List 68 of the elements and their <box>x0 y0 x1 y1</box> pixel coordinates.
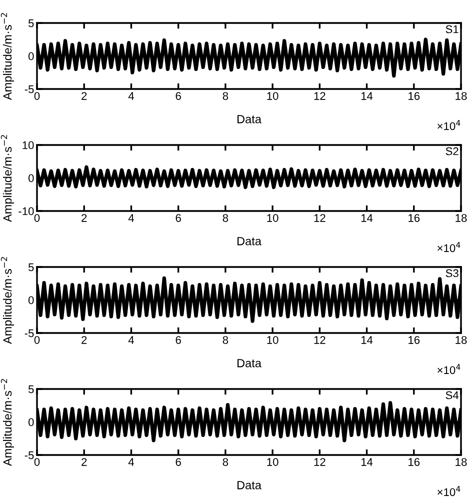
annotation: S2 <box>446 147 458 156</box>
y-axis-title: Amplitude/m·s$^{−2}$ <box>0 135 14 222</box>
x-tick-label: 16 <box>408 458 420 466</box>
y-tick-label: 10 <box>22 141 34 150</box>
x-tick-label: 4 <box>128 458 134 466</box>
x-axis-title: Data <box>238 237 262 246</box>
x-tick-label: 10 <box>267 458 278 466</box>
x-tick-label: 6 <box>176 458 181 466</box>
x-tick-label: 8 <box>222 336 228 344</box>
x-tick-label: 2 <box>82 92 87 100</box>
x-tick-label: 14 <box>361 214 373 222</box>
y-tick-label: -5 <box>24 85 34 94</box>
x-tick-label: 8 <box>222 458 228 466</box>
x-tick-label: 12 <box>314 458 326 466</box>
x-tick-label: 10 <box>267 214 278 222</box>
x-tick-label: 18 <box>456 214 467 222</box>
x-tick-label: 10 <box>267 336 278 344</box>
y-axis-title: Amplitude/m·s$^{−2}$ <box>0 13 14 100</box>
x-tick-label: 0 <box>34 214 40 222</box>
x-axis-title: Data <box>238 359 262 368</box>
text: ×10$^{4}$ <box>438 242 460 252</box>
annotation: S4 <box>446 391 459 400</box>
x-tick-label: 6 <box>176 92 181 100</box>
x-tick-label: 2 <box>82 214 87 222</box>
x-tick-label: 12 <box>314 336 326 344</box>
y-tick-label: 0 <box>28 52 34 60</box>
x-tick-label: 4 <box>128 214 134 222</box>
x-tick-label: 12 <box>314 214 326 222</box>
x-tick-label: 2 <box>82 458 87 466</box>
text: ×10$^{4}$ <box>438 486 460 496</box>
x-tick-label: 8 <box>222 214 228 222</box>
y-axis-title: Amplitude/m·s$^{−2}$ <box>0 257 14 344</box>
text: ×10$^{4}$ <box>438 364 460 374</box>
y-axis-title: Amplitude/m·s$^{−2}$ <box>0 379 14 466</box>
x-tick-label: 4 <box>128 336 134 344</box>
x-tick-label: 12 <box>314 92 326 100</box>
x-tick-label: 14 <box>361 92 373 100</box>
x-tick-label: 0 <box>34 458 40 466</box>
x-tick-label: 6 <box>176 214 181 222</box>
x-tick-label: 16 <box>408 214 420 222</box>
annotation: S3 <box>446 269 458 278</box>
x-tick-label: 18 <box>456 92 467 100</box>
x-tick-label: 2 <box>82 336 87 344</box>
text: ×10$^{4}$ <box>438 120 460 130</box>
y-tick-label: 5 <box>28 385 34 394</box>
y-tick-label: 0 <box>28 174 34 182</box>
x-tick-label: 16 <box>408 336 420 344</box>
x-tick-label: 6 <box>176 336 181 344</box>
x-axis-title: Data <box>238 115 262 124</box>
y-tick-label: -5 <box>24 451 34 460</box>
annotation: S1 <box>446 25 458 34</box>
x-tick-label: 18 <box>456 458 467 466</box>
y-tick-label: -5 <box>24 329 34 338</box>
y-tick-label: 5 <box>28 19 34 28</box>
y-tick-label: 0 <box>28 296 34 304</box>
x-tick-label: 18 <box>456 336 467 344</box>
x-tick-label: 0 <box>34 92 40 100</box>
y-tick-label: -10 <box>18 207 34 216</box>
x-tick-label: 10 <box>267 92 278 100</box>
x-tick-label: 4 <box>128 92 134 100</box>
x-tick-label: 16 <box>408 92 420 100</box>
x-tick-label: 0 <box>34 336 40 344</box>
y-tick-label: 5 <box>28 263 34 272</box>
x-tick-label: 14 <box>361 458 373 466</box>
x-tick-label: 14 <box>361 336 373 344</box>
x-tick-label: 8 <box>222 92 228 100</box>
y-tick-label: 0 <box>28 418 34 426</box>
x-axis-title: Data <box>238 481 262 490</box>
